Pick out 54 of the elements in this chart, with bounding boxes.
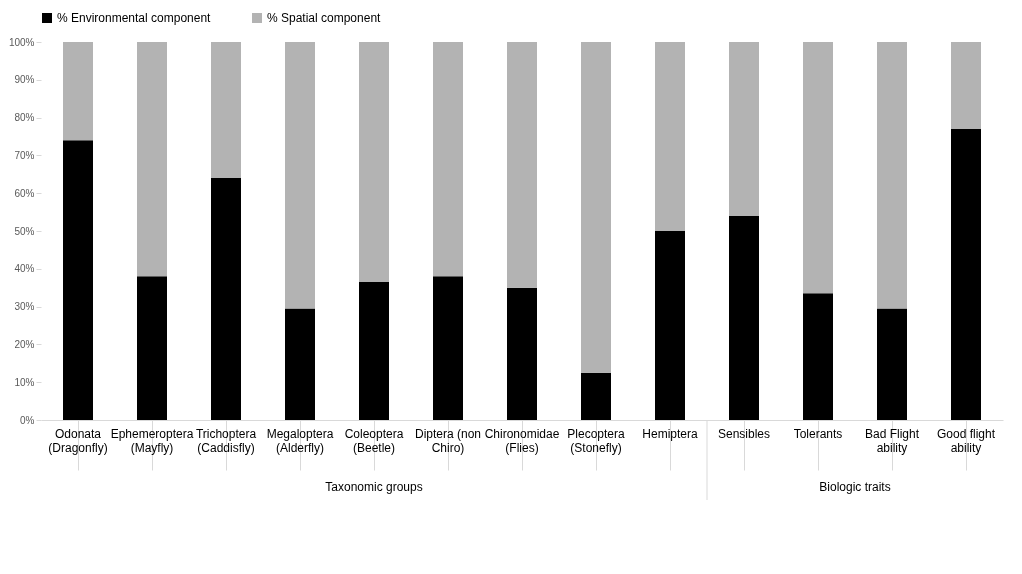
- x-tick-label: Diptera (non Chiro): [414, 426, 482, 455]
- bar: [359, 42, 389, 283]
- text: Taxonomic groups: [325, 480, 423, 494]
- bar: [655, 231, 685, 420]
- bar: [285, 42, 315, 309]
- x-tick-label: Megaloptera (Alderfly): [266, 426, 334, 455]
- y-tick-label: 40%: [14, 263, 35, 275]
- y-tick-label: 100%: [8, 36, 35, 48]
- y-tick-label: 0%: [20, 414, 35, 426]
- bar: [433, 276, 463, 420]
- x-tick-label: Odonata (Dragonfly): [48, 426, 108, 455]
- x-tick-label: Tolerants: [793, 426, 843, 441]
- x-tick-label: Bad Flight ability: [864, 426, 920, 455]
- y-tick-label: 80%: [14, 112, 35, 124]
- legend-label: % Environmental component: [57, 11, 212, 25]
- bar: [63, 42, 93, 141]
- legend-label: % Spatial component: [267, 11, 382, 25]
- x-tick-label: Plecoptera (Stonefly): [567, 426, 626, 455]
- bar: [211, 178, 241, 420]
- bar: [137, 276, 167, 420]
- bar: [359, 282, 389, 420]
- bar: [951, 128, 981, 420]
- bar: [655, 42, 685, 231]
- x-tick-label: Chironomidae (Flies): [484, 426, 560, 455]
- bar: [507, 287, 537, 420]
- y-tick-label: 10%: [14, 376, 35, 388]
- bar: [877, 42, 907, 309]
- x-tick-label: Sensibles: [717, 426, 771, 441]
- bar: [285, 308, 315, 420]
- bar: [877, 308, 907, 420]
- bar: [137, 42, 167, 277]
- x-tick-label: Ephemeroptera (Mayfly): [110, 426, 194, 455]
- bar: [803, 42, 833, 294]
- bar: [951, 42, 981, 129]
- x-tick-label: Coleoptera (Beetle): [344, 426, 404, 455]
- y-tick-label: 60%: [14, 187, 35, 199]
- y-tick-label: 30%: [14, 301, 35, 313]
- bar: [507, 42, 537, 288]
- bar: [433, 42, 463, 277]
- x-tick-label: Hemiptera: [642, 426, 698, 441]
- bar: [729, 215, 759, 420]
- bar: [729, 42, 759, 216]
- y-tick-label: 70%: [14, 149, 35, 161]
- y-tick-label: 20%: [14, 338, 35, 350]
- bar: [63, 140, 93, 420]
- bar: [581, 42, 611, 373]
- y-tick-label: 90%: [14, 74, 35, 86]
- x-tick-label: Trichoptera (Caddisfly): [195, 426, 257, 455]
- bar: [581, 372, 611, 420]
- y-tick-label: 50%: [14, 225, 35, 237]
- bar: [803, 293, 833, 420]
- text: Biologic traits: [819, 480, 891, 494]
- x-tick-label: Good flight ability: [936, 426, 996, 455]
- bar: [211, 42, 241, 179]
